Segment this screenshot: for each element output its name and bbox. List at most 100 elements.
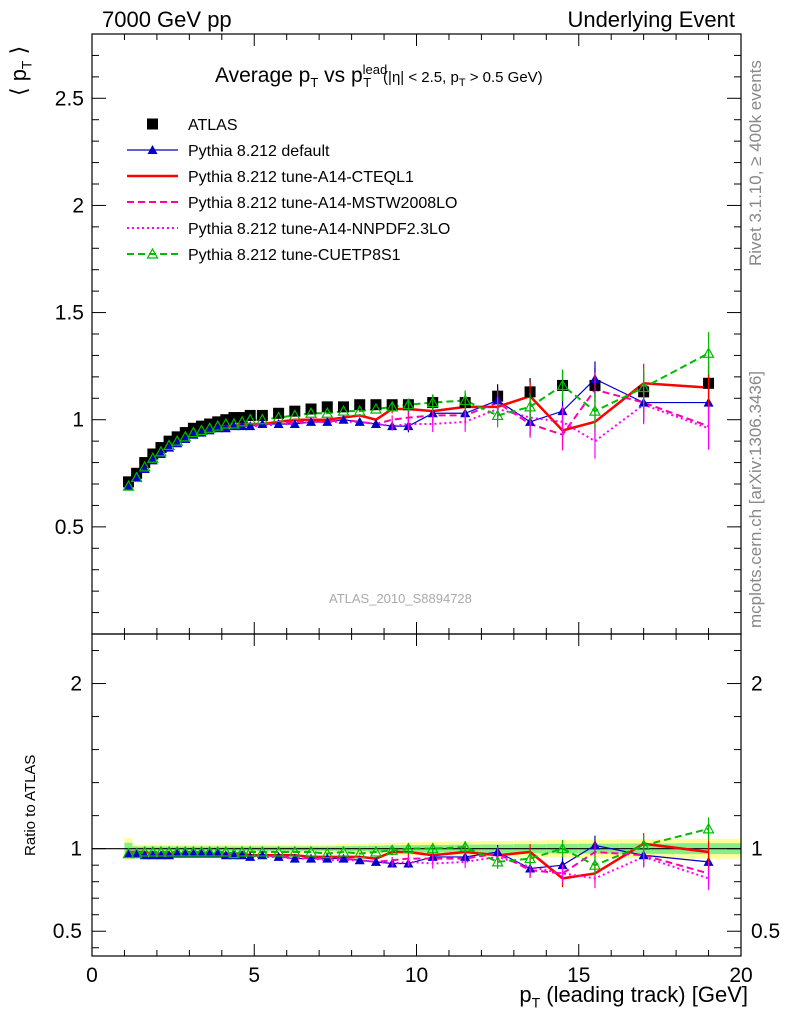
data-point: [154, 445, 167, 457]
ratio-point: [306, 853, 317, 863]
legend-item: Pythia 8.212 tune-CUETP8S1: [127, 247, 401, 264]
analysis-watermark: ATLAS_2010_S8894728: [329, 591, 472, 606]
data-point: [228, 412, 240, 424]
data-point: [524, 400, 537, 412]
ratio-point: [227, 847, 240, 859]
legend-label: Pythia 8.212 default: [188, 143, 330, 160]
legend-item: Pythia 8.212 default: [127, 143, 330, 160]
data-point: [491, 409, 504, 421]
data-point: [131, 472, 142, 482]
data-point: [146, 452, 159, 463]
main-data-points: [122, 331, 715, 491]
series-line: [128, 378, 709, 487]
ratio-point: [146, 845, 159, 857]
data-point: [306, 416, 317, 426]
legend-label: Pythia 8.212 tune-A14-NNPDF2.3LO: [188, 221, 450, 238]
ratio-point: [338, 853, 349, 863]
data-point: [321, 401, 333, 413]
series-line: [127, 352, 710, 487]
ratio-point: [426, 842, 439, 854]
ratio-point: [195, 845, 208, 857]
ratio-point: [353, 847, 366, 859]
ratio-point: [203, 845, 216, 857]
ratio-point: [122, 847, 135, 859]
ratio-point: [637, 839, 650, 850]
series-line: [127, 382, 709, 485]
legend-label: ATLAS: [188, 117, 238, 134]
data-point: [138, 460, 151, 472]
ratio-y-tick-label: 0.5: [53, 920, 82, 943]
legend-item: Pythia 8.212 tune-A14-MSTW2008LO: [127, 195, 457, 212]
ratio-point: [321, 847, 334, 859]
data-point: [123, 481, 134, 491]
ratio-point: [257, 850, 268, 860]
data-point: [163, 439, 176, 451]
ratio-y-tick-label: 1: [70, 838, 82, 861]
ratio-series-line: [128, 827, 709, 867]
ratio-point: [164, 850, 175, 860]
data-point: [305, 407, 318, 418]
ratio-point: [154, 845, 167, 857]
ratio-point: [187, 845, 200, 857]
ratio-point: [171, 845, 184, 857]
data-point: [203, 422, 216, 433]
legend: ATLAS Pythia 8.212 default Pythia 8.212 tu…: [127, 117, 457, 264]
ratio-point: [272, 845, 285, 857]
legend-label: Pythia 8.212 tune-A14-CTEQL1: [188, 169, 414, 186]
ratio-point: [402, 842, 415, 854]
data-point: [322, 416, 333, 426]
data-point: [171, 434, 184, 446]
ratio-point: [256, 845, 269, 857]
legend-marker: [147, 145, 158, 154]
data-point: [219, 417, 232, 429]
data-point: [187, 426, 200, 438]
data-point: [130, 471, 143, 483]
data-point: [273, 419, 284, 428]
ratio-y-tick-label: 1: [751, 838, 763, 861]
ratio-y-axis-label: Ratio to ATLAS: [22, 754, 39, 856]
data-point: [702, 347, 715, 358]
x-axis-label: pT (leading track) [GeV]: [519, 982, 748, 1011]
ratio-y-tick-label: 0.5: [751, 920, 780, 943]
legend-item: Pythia 8.212 tune-A14-NNPDF2.3LO: [127, 221, 450, 238]
ratio-point: [459, 840, 472, 852]
ratio-point: [288, 845, 301, 857]
data-point: [211, 419, 224, 431]
main-y-axis-label: ⟨ pT ⟩: [6, 45, 35, 96]
energy-label: 7000 GeV pp: [102, 7, 232, 32]
ratio-point: [138, 845, 151, 857]
ratio-point: [337, 845, 350, 857]
mcplots-reference-label: mcplots.cern.ch [arXiv:1306.3436]: [746, 370, 765, 628]
data-point: [288, 409, 301, 421]
chart-title: Average pT vs pleadT (|η| < 2.5, pT > 0.…: [215, 62, 543, 91]
ratio-data-points: [122, 817, 715, 890]
ratio-point: [220, 850, 231, 860]
legend-item: ATLAS: [147, 117, 238, 134]
ratio-point: [588, 858, 601, 870]
data-point: [354, 399, 366, 411]
x-tick-label: 5: [248, 964, 260, 987]
ratio-y-tick-label: 2: [751, 673, 763, 696]
data-point: [122, 479, 135, 491]
y-tick-label: 2.5: [55, 87, 84, 110]
axis-ticks-and-labels: 0 5 10 15 20 0.5 1 1.5 2 2.5 0.5 0.5 1 1 2 2: [53, 33, 780, 987]
ratio-point: [211, 845, 224, 857]
data-point: [321, 407, 334, 418]
legend-label: Pythia 8.212 tune-CUETP8S1: [188, 247, 401, 264]
y-tick-label: 1.5: [55, 302, 84, 325]
process-label: Underlying Event: [567, 7, 735, 32]
data-point: [354, 416, 365, 426]
data-point: [459, 394, 472, 406]
data-point: [256, 413, 269, 425]
ratio-point: [369, 845, 382, 857]
data-point: [386, 400, 399, 412]
data-point: [370, 419, 381, 428]
y-tick-label: 2: [72, 194, 84, 217]
data-point: [236, 415, 249, 427]
legend-marker: [146, 247, 159, 259]
data-point: [244, 413, 257, 425]
rivet-version-label: Rivet 3.1.10, ≥ 400k events: [746, 60, 765, 266]
ratio-point: [702, 822, 715, 834]
legend-item: Pythia 8.212 tune-A14-CTEQL1: [127, 169, 414, 186]
